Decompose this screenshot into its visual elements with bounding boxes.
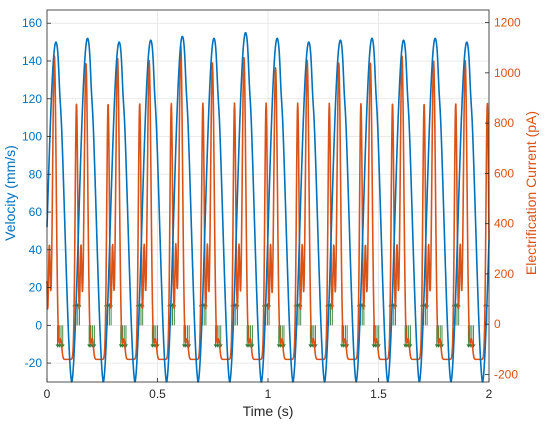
series-line-current <box>46 44 490 361</box>
x-tick-label: 0 <box>44 387 51 401</box>
right-axis-ticks: -200 0 200 400 600 800 1000 1200 <box>485 16 521 381</box>
left-tick-label: 0 <box>35 318 42 332</box>
left-tick-label: 140 <box>22 54 42 68</box>
left-tick-label: 160 <box>22 16 42 30</box>
right-tick-label: 600 <box>494 166 514 180</box>
right-tick-label: 400 <box>494 217 514 231</box>
left-axis-ticks: -20 0 20 40 60 80 100 120 140 160 <box>22 16 51 370</box>
series-line-velocity <box>46 31 490 383</box>
left-tick-label: 80 <box>29 167 43 181</box>
left-tick-label: 60 <box>29 205 43 219</box>
x-axis-ticks: 0 0.5 1 1.5 2 <box>44 378 493 401</box>
left-axis-label: Velocity (mm/s) <box>2 145 18 241</box>
left-tick-label: 20 <box>29 281 43 295</box>
left-tick-label: 100 <box>22 130 42 144</box>
x-tick-label: 0.5 <box>149 387 166 401</box>
right-tick-label: 1000 <box>494 66 521 80</box>
left-tick-label: -20 <box>25 356 43 370</box>
x-axis-label: Time (s) <box>243 403 294 419</box>
right-tick-label: 200 <box>494 267 514 281</box>
right-tick-label: -200 <box>494 367 518 381</box>
right-axis-label: Electrification Current (pA) <box>523 111 539 275</box>
x-tick-label: 1 <box>265 387 272 401</box>
series-lines <box>46 31 490 383</box>
right-tick-label: 800 <box>494 116 514 130</box>
x-tick-label: 1.5 <box>370 387 387 401</box>
left-tick-label: 120 <box>22 92 42 106</box>
right-tick-label: 0 <box>494 317 501 331</box>
right-tick-label: 1200 <box>494 16 521 30</box>
left-tick-label: 40 <box>29 243 43 257</box>
x-tick-label: 2 <box>486 387 493 401</box>
